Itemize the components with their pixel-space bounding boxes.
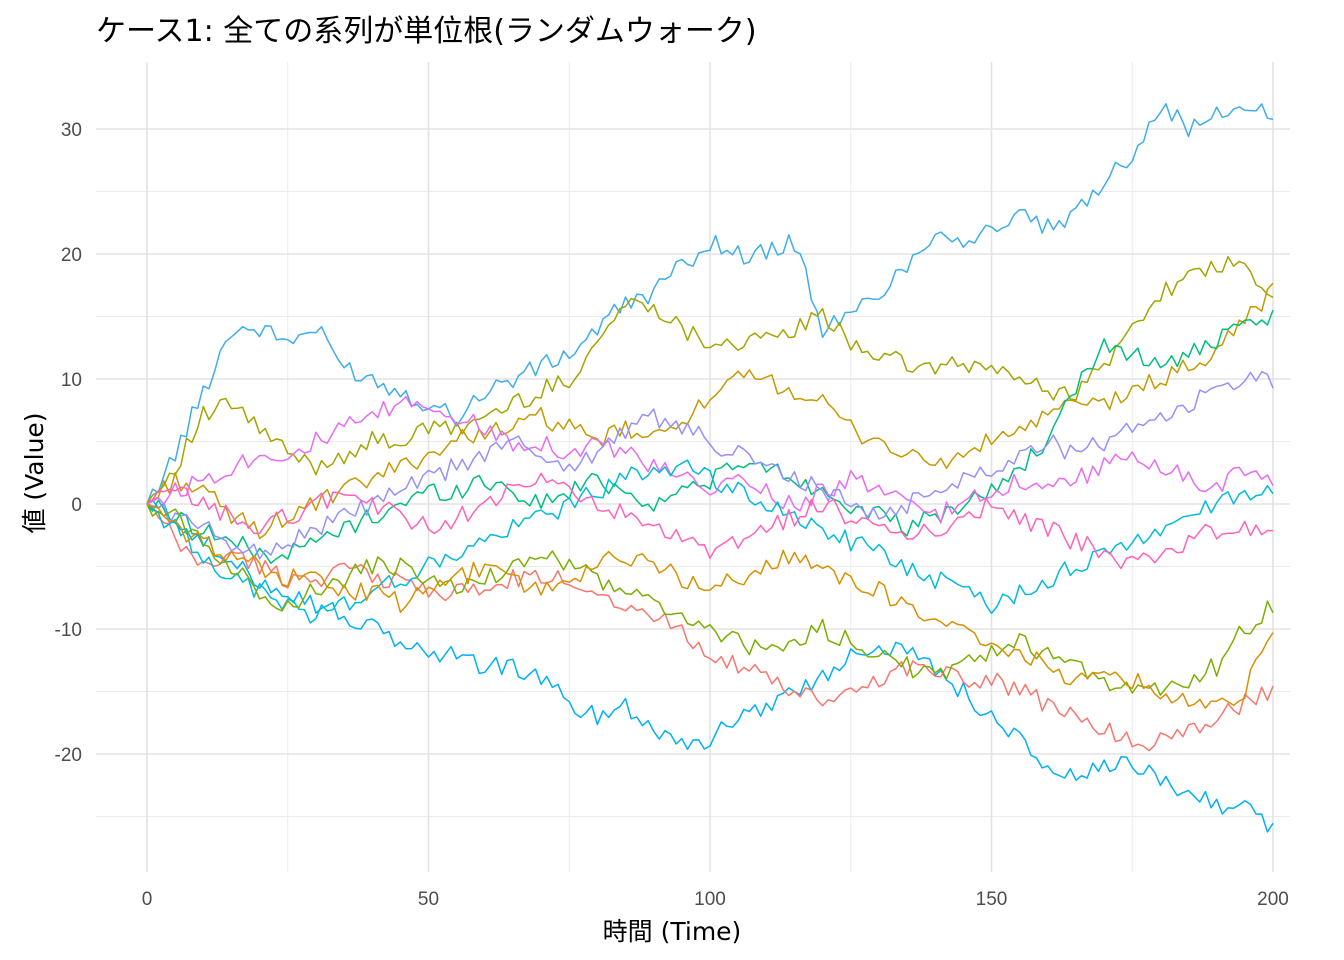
series-line [146,255,1274,505]
x-tick-label: 100 [694,889,726,910]
y-tick-label: 0 [71,495,82,516]
x-tick-label: 0 [142,889,153,910]
chart-title: ケース1: 全ての系列が単位根(ランダムウォーク) [96,14,757,49]
series-line [146,309,1274,564]
x-axis-label: 時間 (Time) [602,917,742,946]
y-tick-label: -20 [55,745,82,766]
series-line [146,370,1274,560]
series-line [146,503,1274,696]
series-line [146,503,1274,709]
y-tick-label: 10 [61,370,82,391]
x-tick-label: 200 [1257,889,1289,910]
x-tick-label: 50 [418,889,439,910]
x-tick-label: 150 [976,889,1008,910]
series-line [146,282,1274,540]
series-lines [146,103,1274,833]
major-gridlines [96,62,1290,872]
x-axis-ticks: 0 50 100 150 200 [142,889,1289,910]
series-line [146,503,1274,752]
y-tick-label: 20 [61,245,82,266]
series-line [146,459,1274,624]
series-line [146,103,1274,505]
y-axis-ticks: -20 -10 0 10 20 30 [55,120,82,766]
series-line [146,472,1274,570]
minor-gridlines [96,62,1290,872]
y-tick-label: -10 [55,620,82,641]
y-tick-label: 30 [61,120,82,141]
series-line [146,395,1274,524]
